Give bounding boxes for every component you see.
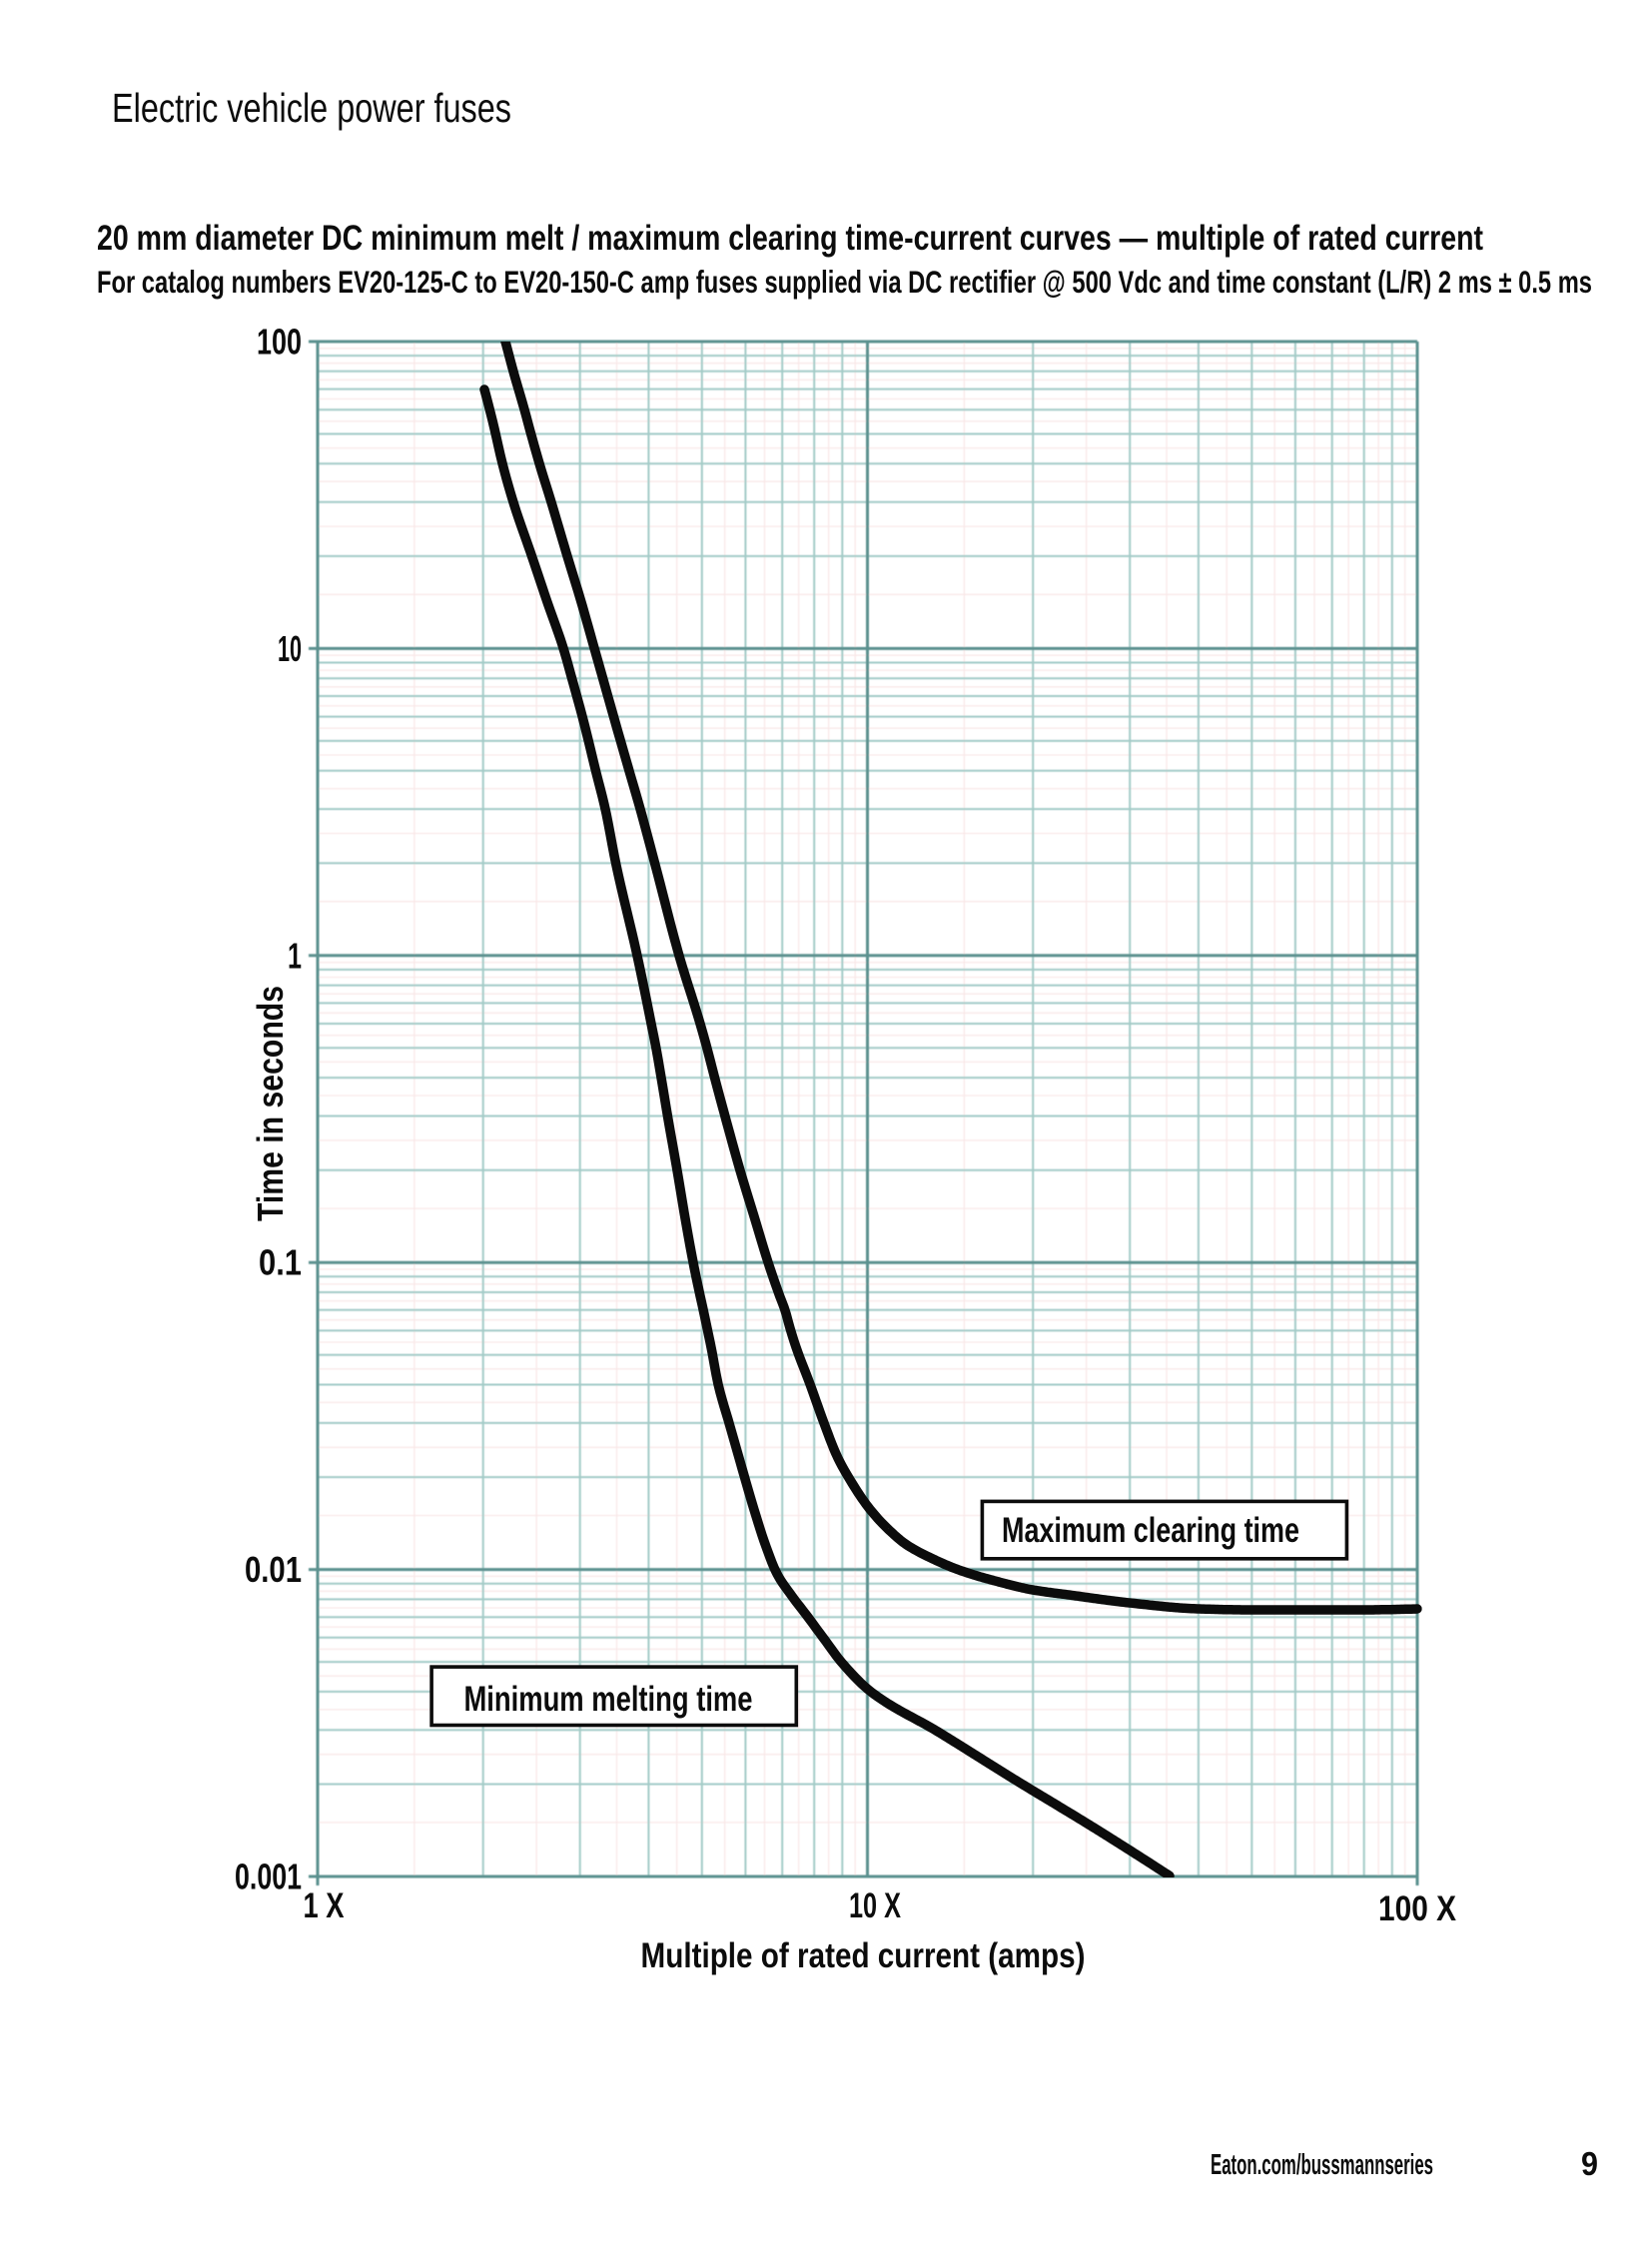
svg-text:100 X: 100 X <box>1378 1889 1457 1928</box>
svg-text:Multiple of rated current (amp: Multiple of rated current (amps) <box>641 1936 1086 1975</box>
svg-text:0.001: 0.001 <box>235 1857 302 1897</box>
svg-text:9: 9 <box>1581 2145 1598 2182</box>
svg-text:10: 10 <box>278 628 302 669</box>
svg-text:Eaton.com/bussmannseries: Eaton.com/bussmannseries <box>1211 2149 1433 2181</box>
svg-text:Time in seconds: Time in seconds <box>250 986 291 1221</box>
svg-text:Minimum melting time: Minimum melting time <box>464 1680 753 1719</box>
svg-text:20 mm diameter DC minimum melt: 20 mm diameter DC minimum melt / maximum… <box>97 219 1483 258</box>
svg-text:Electric vehicle power fuses: Electric vehicle power fuses <box>112 85 511 131</box>
svg-text:1 X: 1 X <box>304 1886 346 1925</box>
svg-text:Maximum clearing time: Maximum clearing time <box>1002 1511 1299 1550</box>
svg-text:100: 100 <box>257 322 302 363</box>
svg-text:0.01: 0.01 <box>245 1549 302 1590</box>
svg-text:1: 1 <box>288 935 302 976</box>
svg-text:10 X: 10 X <box>849 1886 901 1925</box>
svg-text:0.1: 0.1 <box>259 1242 302 1283</box>
svg-text:For catalog numbers EV20-125-C: For catalog numbers EV20-125-C to EV20-1… <box>97 264 1592 300</box>
